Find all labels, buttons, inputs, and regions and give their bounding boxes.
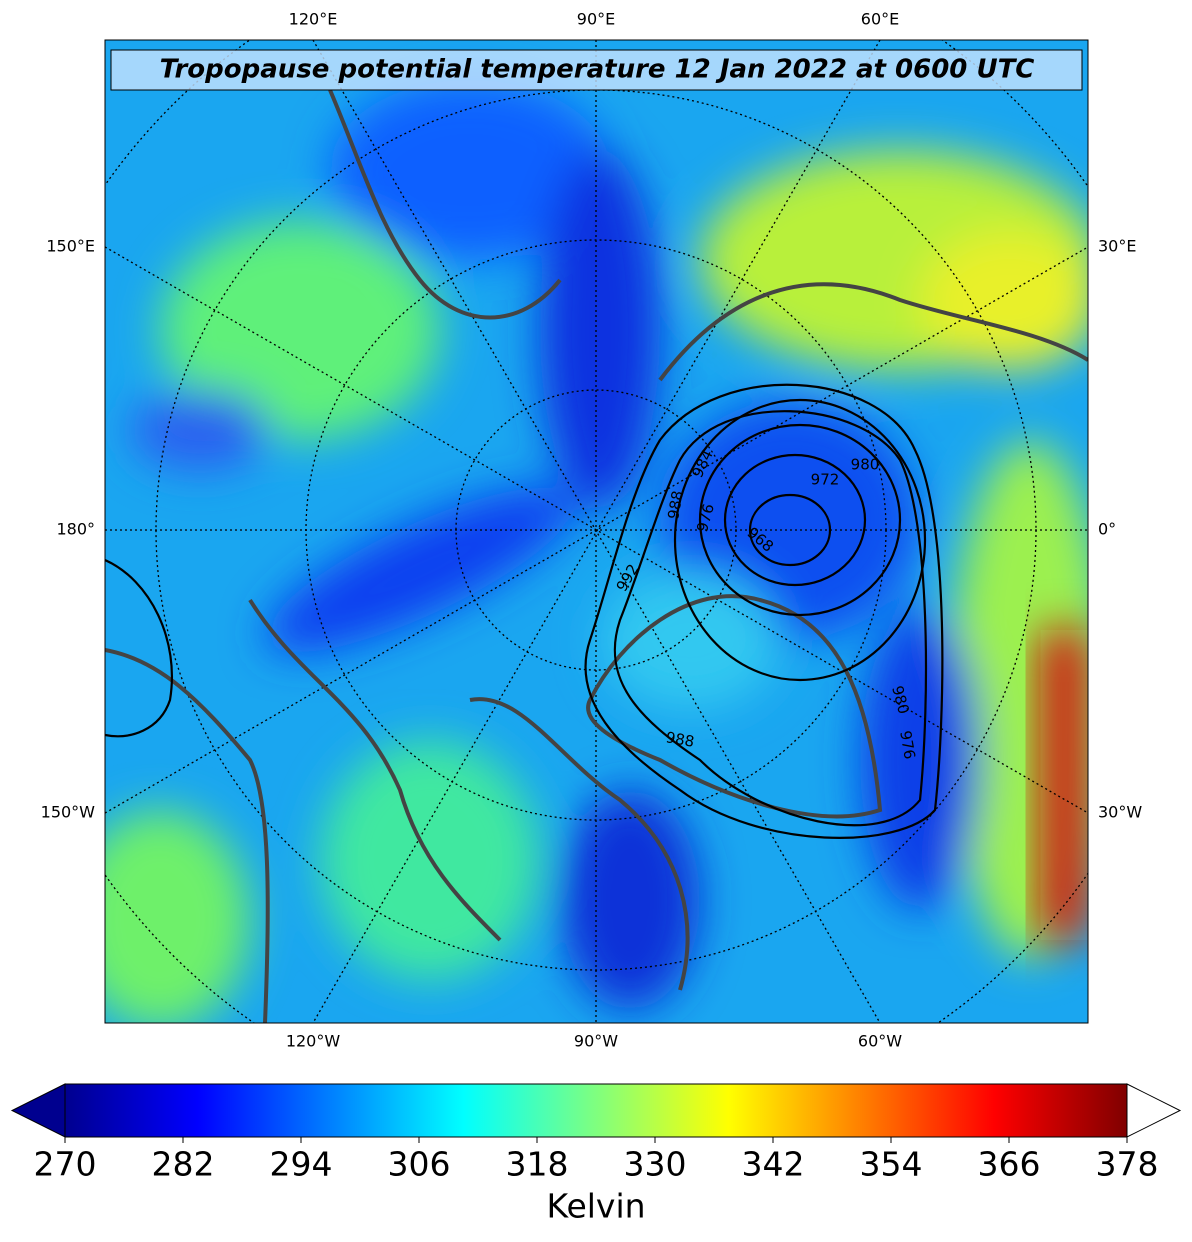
lon-label: 150°E	[46, 237, 95, 256]
coastlines	[105, 89, 1088, 1023]
chart-title: Tropopause potential temperature 12 Jan …	[160, 55, 1035, 85]
colorbar-tick-label: 354	[860, 1145, 923, 1184]
map-frame	[104, 39, 1089, 1024]
colorbar-extend-high	[1126, 1083, 1182, 1138]
colorbar-tick-label: 306	[388, 1145, 451, 1184]
lon-label: 180°	[56, 520, 95, 539]
contour-label: 976	[896, 729, 919, 760]
lon-label: 120°E	[289, 10, 338, 29]
lon-label: 120°W	[286, 1032, 341, 1051]
lon-label: 30°E	[1098, 237, 1136, 256]
colorbar-tick-label: 366	[978, 1145, 1041, 1184]
colorbar-label: Kelvin	[546, 1187, 645, 1226]
lon-label: 60°E	[861, 10, 899, 29]
colorbar-tick-label: 270	[34, 1145, 97, 1184]
lon-label: 0°	[1098, 520, 1116, 539]
colorbar-tick-label: 378	[1096, 1145, 1159, 1184]
contour-label: 988	[664, 728, 695, 751]
colorbar-extend-low	[10, 1083, 66, 1138]
colorbar	[64, 1083, 1128, 1138]
lon-label: 150°W	[41, 803, 96, 822]
colorbar-tick-label: 294	[270, 1145, 333, 1184]
colorbar-tick-label: 342	[742, 1145, 805, 1184]
lon-label: 90°E	[577, 10, 615, 29]
lon-label: 30°W	[1098, 803, 1142, 822]
colorbar-tick-label: 282	[152, 1145, 215, 1184]
graticule	[105, 40, 1088, 1023]
contour-label: 988	[664, 489, 687, 520]
pressure-contours	[105, 383, 944, 839]
contour-label: 980	[851, 456, 880, 474]
lon-label: 90°W	[574, 1032, 618, 1051]
contour-label: 972	[811, 471, 840, 489]
colorbar-tick-label: 318	[506, 1145, 569, 1184]
colorbar-tick-label: 330	[624, 1145, 687, 1184]
map-field	[105, 40, 1088, 1023]
lon-label: 60°W	[858, 1032, 902, 1051]
title-box	[110, 49, 1083, 91]
